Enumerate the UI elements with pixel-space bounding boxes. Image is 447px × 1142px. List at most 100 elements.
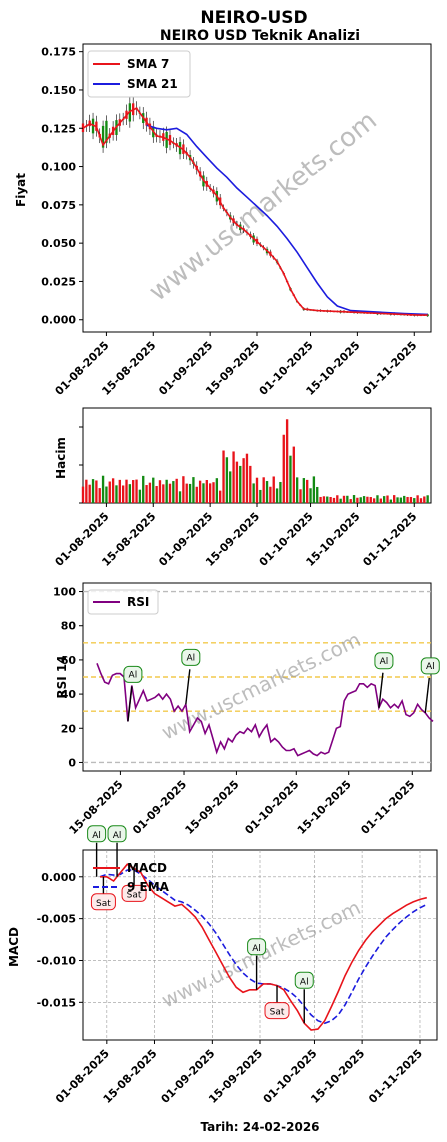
- signal-label: Al: [300, 977, 309, 987]
- macd-y-ticks: -0.015 -0.010 -0.005 0.000: [37, 871, 83, 1009]
- macd-legend-label: MACD: [127, 861, 167, 875]
- volume-bar: [152, 477, 155, 503]
- volume-bar: [382, 496, 386, 503]
- signal-label: Al: [380, 657, 389, 667]
- x-tick-label: 01-09-2025: [130, 778, 189, 837]
- y-tick-label: 40: [61, 688, 77, 701]
- volume-bar: [115, 485, 118, 503]
- x-tick-label: 01-11-2025: [360, 339, 419, 398]
- volume-x-ticks: 01-08-202515-08-202501-09-202515-09-2025…: [53, 503, 419, 569]
- price-legend-box: [87, 50, 191, 98]
- signal-label: Sat: [270, 1008, 285, 1018]
- volume-bar: [416, 495, 419, 503]
- chart-subtitle: NEIRO USD Teknik Analizi: [160, 28, 360, 44]
- volume-bar: [359, 497, 362, 503]
- candle-body: [101, 125, 105, 148]
- signal-label: Sat: [127, 890, 142, 900]
- volume-bar: [195, 486, 198, 503]
- volume-bar: [285, 419, 289, 503]
- volume-bar: [426, 495, 429, 503]
- volume-bar: [121, 485, 125, 503]
- volume-bar: [339, 498, 342, 503]
- watermark-price: www.uscmarkets.com: [144, 106, 383, 308]
- volume-bar: [349, 499, 352, 503]
- x-tick-label: 15-10-2025: [295, 778, 354, 837]
- macd-x-ticks: 01-08-202515-08-202501-09-202515-09-2025…: [53, 1040, 425, 1106]
- volume-bar: [135, 479, 138, 503]
- volume-bar: [225, 457, 229, 503]
- volume-bar: [165, 479, 168, 503]
- volume-bar: [413, 498, 416, 503]
- volume-bar: [158, 480, 162, 503]
- volume-bar: [81, 486, 85, 503]
- volume-bar: [265, 481, 269, 503]
- volume-bar: [393, 495, 396, 503]
- y-tick-label: 0.000: [41, 314, 76, 327]
- volume-bar: [262, 477, 265, 503]
- volume-bar: [235, 461, 239, 503]
- chart-title: NEIRO-USD: [200, 8, 307, 28]
- price-ylabel: Fiyat: [14, 173, 28, 207]
- x-tick-label: 15-09-2025: [183, 778, 242, 837]
- volume-bar: [111, 478, 115, 503]
- y-tick-label: 0.000: [41, 871, 76, 884]
- volume-bar: [316, 486, 319, 503]
- volume-bar: [255, 477, 259, 503]
- y-tick-label: 0.050: [41, 237, 76, 250]
- volume-bar: [101, 475, 105, 503]
- y-tick-label: 0.025: [41, 275, 76, 288]
- volume-bar: [145, 485, 148, 503]
- x-tick-label: 01-11-2025: [366, 1047, 425, 1106]
- x-tick-label: 01-11-2025: [360, 510, 419, 569]
- volume-bar: [88, 484, 91, 503]
- volume-bar: [178, 491, 182, 503]
- volume-bar: [182, 476, 185, 503]
- volume-bar: [142, 475, 145, 503]
- signal-label: Al: [426, 662, 435, 672]
- volume-bar: [399, 497, 403, 503]
- volume-bar: [302, 478, 306, 503]
- rsi-legend-label: RSI: [127, 595, 149, 609]
- volume-bar: [366, 496, 369, 503]
- signal-label: Al: [186, 653, 195, 663]
- volume-bar: [362, 496, 366, 503]
- volume-bar: [419, 498, 423, 503]
- signal-box: [181, 648, 201, 666]
- signal-arrow: [424, 677, 430, 713]
- volume-bar: [292, 446, 295, 503]
- volume-bar: [279, 481, 282, 503]
- signal-box: [294, 971, 314, 989]
- sma7-line: [82, 107, 428, 316]
- volume-bar: [346, 495, 349, 503]
- macd-grid: [83, 850, 437, 1040]
- y-tick-label: 20: [61, 722, 77, 735]
- signal-arrow: [378, 672, 384, 708]
- volume-bar: [105, 486, 108, 503]
- volume-bar: [342, 495, 346, 503]
- y-tick-label: 0.125: [41, 122, 76, 135]
- volume-bar: [295, 477, 299, 503]
- y-tick-label: 100: [53, 586, 76, 599]
- volume-bar: [192, 477, 195, 503]
- volume-bar: [219, 490, 222, 503]
- volume-bar: [108, 481, 111, 503]
- volume-panel: 01-08-202515-08-202501-09-202515-09-2025…: [53, 407, 432, 569]
- volume-bar: [85, 479, 88, 503]
- y-tick-label: 80: [61, 620, 77, 633]
- volume-bar: [239, 465, 242, 503]
- candle-body: [105, 120, 108, 143]
- volume-bar: [409, 496, 413, 503]
- rsi-y-ticks: 0 20 40 60 80 100: [53, 586, 83, 769]
- x-tick-label: 01-11-2025: [358, 778, 417, 837]
- price-legend: SMA 7 SMA 21: [87, 50, 191, 98]
- volume-bar: [252, 483, 255, 503]
- volume-bar: [319, 496, 322, 503]
- price-panel: www.uscmarkets.com 0.0000.0250.0500.0750…: [14, 43, 432, 398]
- date-footer: Tarih: 24-02-2026: [200, 1120, 319, 1134]
- volume-bar: [282, 434, 285, 503]
- price-y-ticks: 0.000 0.025 0.050 0.075 0.100 0.125 0.150 0.175: [41, 46, 83, 327]
- y-tick-label: 0.100: [41, 161, 76, 174]
- signal-label: Sat: [96, 899, 111, 909]
- volume-bar: [168, 483, 172, 503]
- volume-bar: [332, 497, 336, 503]
